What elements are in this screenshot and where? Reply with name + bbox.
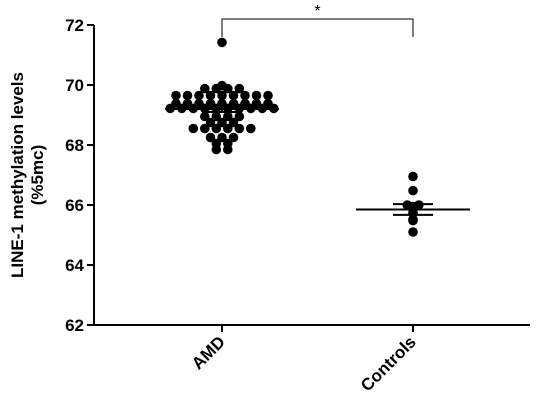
y-ticks: 62 64 66 68 70 72	[65, 16, 94, 335]
significance-label: *	[314, 3, 320, 20]
y-tick-label: 72	[65, 16, 84, 35]
data-point	[228, 90, 239, 101]
data-point	[217, 132, 227, 143]
data-point	[408, 215, 418, 226]
y-axis-title: LINE-1 methylation levels (%5mc)	[8, 72, 47, 278]
data-point	[200, 123, 210, 134]
significance-line	[221, 18, 414, 37]
y-tick-label: 64	[65, 256, 84, 275]
data-point	[211, 123, 222, 134]
x-categories: AMD Controls	[188, 325, 420, 395]
y-tick-label: 62	[65, 316, 84, 335]
data-point	[223, 144, 233, 155]
data-point	[408, 185, 418, 196]
data-point	[234, 111, 245, 122]
data-point	[205, 132, 216, 143]
data-point	[211, 111, 222, 122]
data-point	[200, 83, 210, 94]
data-point	[234, 123, 245, 134]
y-tick-label: 66	[65, 196, 84, 215]
data-point	[263, 90, 273, 101]
y-tick-label: 68	[65, 136, 84, 155]
data-point	[228, 117, 239, 128]
data-point	[223, 83, 233, 94]
data-point	[205, 117, 216, 128]
data-point	[188, 123, 199, 134]
data-point	[223, 111, 233, 122]
data-point	[240, 90, 250, 101]
data-point	[211, 144, 222, 155]
x-tick-label: Controls	[357, 332, 420, 395]
data-point	[246, 123, 256, 134]
data-point	[200, 111, 210, 122]
data-points	[165, 37, 424, 237]
data-point	[182, 90, 193, 101]
data-point	[171, 90, 181, 101]
axes	[93, 25, 530, 326]
data-point	[217, 117, 227, 128]
data-point	[234, 83, 245, 94]
data-point	[408, 171, 418, 182]
data-point	[251, 90, 262, 101]
y-axis-title-line1: LINE-1 methylation levels	[8, 72, 27, 278]
data-point	[217, 90, 227, 101]
data-point	[211, 83, 222, 94]
x-tick-label: AMD	[188, 332, 229, 373]
y-tick-label: 70	[65, 76, 84, 95]
data-point	[205, 90, 216, 101]
data-point	[228, 132, 239, 143]
mean-sem-bars	[165, 105, 470, 216]
data-point	[408, 227, 418, 237]
data-point	[194, 90, 204, 101]
data-point	[223, 123, 233, 134]
significance-bracket: *	[221, 3, 414, 37]
y-axis-title-line2: (%5mc)	[28, 145, 47, 205]
data-point	[217, 37, 227, 48]
